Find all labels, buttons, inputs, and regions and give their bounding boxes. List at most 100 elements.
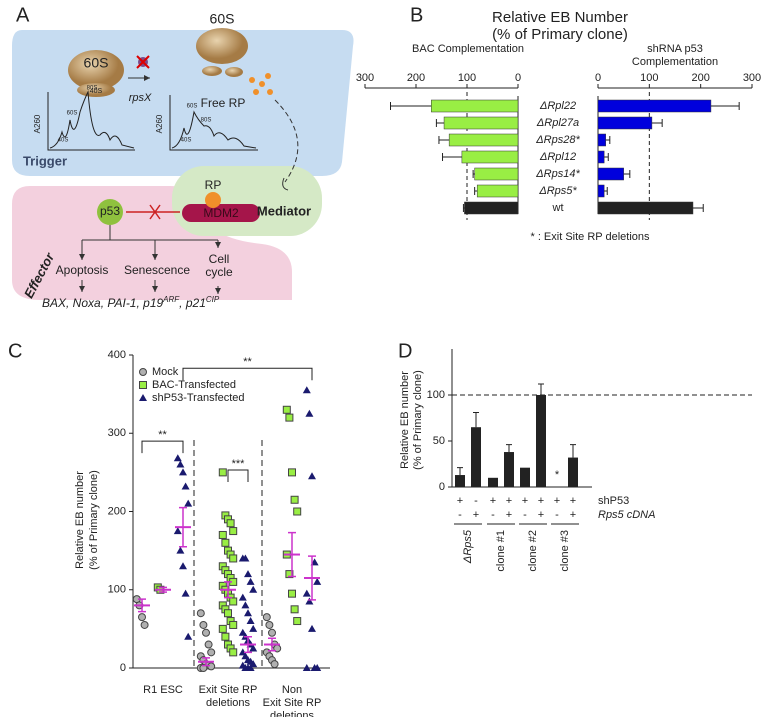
y-axis-label: Relative EB number [74,471,86,569]
legend-label: Mock [152,366,179,378]
point [139,368,147,376]
error-bar [506,444,512,453]
point [313,664,322,671]
point [241,554,250,562]
sign: - [491,509,495,521]
category-label: ΔRpl27a [536,117,579,129]
error-bar [438,136,450,144]
series-name: shRNA p53 Complementation [631,43,719,68]
error-bar [462,204,465,212]
sem-bar [308,555,316,601]
ribosome-small [77,83,115,97]
error-bar [570,444,576,458]
bar [597,167,624,181]
bar [520,467,530,487]
series-name: BAC Complementation [412,43,524,55]
bar [488,477,498,487]
point [282,405,291,414]
fragment [225,67,243,77]
x-tick-label: 0 [595,72,601,84]
point [305,409,314,417]
label: 60S [187,104,198,110]
sign: + [522,495,528,507]
point [293,507,302,516]
y-tick-label: 50 [433,435,445,447]
x-tick-label: 300 [356,72,374,84]
sem-bar [179,506,187,548]
panel-label: D [398,340,412,362]
error-bar [604,153,609,161]
point [229,597,238,606]
point [207,662,216,671]
category-label: ΔRps14* [535,168,580,180]
panel-label: A [16,4,30,26]
row-label: shP53 [598,495,629,507]
fragment [202,66,222,76]
error-bar [605,136,611,144]
tree [82,225,218,241]
label: 40S [90,88,103,95]
footnote: * : Exit Site RP deletions [530,231,650,243]
x-tick-label: Exit Site RP [199,684,258,696]
bar [431,99,519,113]
gene-sup: ARF [162,295,180,304]
y-axis-label: Relative EB number [399,371,411,469]
error-bar [472,170,475,178]
sign: + [473,509,479,521]
annotation: ** [158,429,167,441]
sign: - [458,509,462,521]
category-label: wt [552,202,564,214]
label: 80S [201,118,212,124]
x-tick-label: deletions [270,710,315,717]
label: Senescence [124,263,190,277]
point [176,460,185,468]
error-bar [604,187,608,195]
bar [597,133,606,147]
point [285,570,294,579]
panel-label: B [410,4,423,26]
point [218,624,227,633]
point [246,577,255,585]
connector [274,99,299,183]
bar [476,184,519,198]
error-bar [473,411,479,428]
bar [597,201,694,215]
bar [455,475,465,487]
y-tick-label: 100 [108,584,126,596]
x-tick-label: Exit Site RP [263,697,322,709]
point [302,664,311,671]
point [238,593,247,601]
point [221,632,230,641]
point [246,664,255,671]
point [249,624,258,632]
point [139,394,147,401]
label-box: Cell cycle [205,253,232,279]
point [268,628,276,637]
group-label: ΔRps5 [462,529,474,564]
sem-bar [288,531,296,578]
bracket [182,367,313,381]
sem-bar [138,598,146,613]
point [290,495,299,504]
profile [47,90,258,151]
label: 60S [210,11,235,27]
row-label: Rps5 cDNA [598,509,655,521]
point [241,601,250,609]
error-bar [538,383,544,395]
x-tick-label: R1 ESC [143,684,183,696]
x-tick-label: 100 [640,72,658,84]
error-bar [692,204,704,212]
point [302,386,311,394]
bracket [141,440,184,454]
point [202,628,210,637]
point [224,609,232,618]
point [218,530,227,539]
point [249,585,258,593]
point [221,538,230,547]
x-tick-label: 200 [407,72,425,84]
sign: + [570,509,576,521]
error-bar [623,170,631,178]
annotation: * [555,469,560,481]
y-tick-label: 400 [108,349,126,361]
sign: - [555,509,559,521]
